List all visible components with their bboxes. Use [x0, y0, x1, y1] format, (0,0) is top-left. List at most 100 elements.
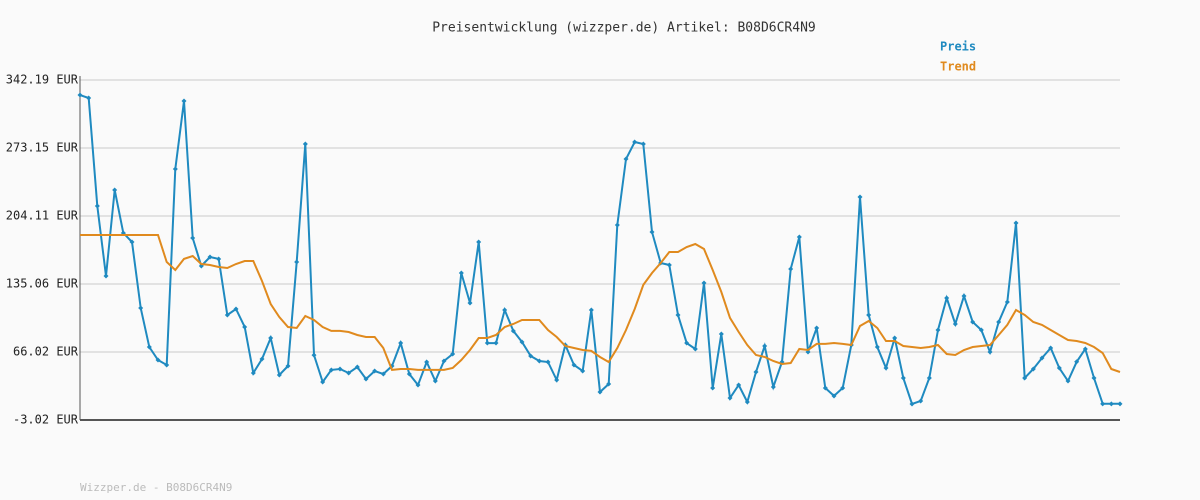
point-marker: [1082, 346, 1088, 352]
point-marker: [415, 382, 421, 388]
point-marker: [1004, 299, 1010, 305]
point-marker: [614, 222, 620, 228]
point-marker: [502, 307, 508, 313]
point-marker: [892, 335, 898, 341]
point-marker: [935, 327, 941, 333]
point-marker: [311, 352, 317, 358]
point-marker: [753, 369, 759, 375]
point-marker: [978, 327, 984, 333]
point-marker: [519, 339, 525, 345]
point-marker: [762, 343, 768, 349]
point-marker: [493, 340, 499, 346]
legend-label: Trend: [940, 60, 976, 74]
point-marker: [632, 139, 638, 145]
point-marker: [597, 389, 603, 395]
point-marker: [337, 366, 343, 372]
point-marker: [103, 273, 109, 279]
chart-title: Preisentwicklung (wizzper.de) Artikel: B…: [432, 21, 816, 36]
point-marker: [138, 305, 144, 311]
point-marker: [666, 262, 672, 268]
point-marker: [701, 280, 707, 286]
point-marker: [458, 270, 464, 276]
point-marker: [155, 357, 161, 363]
point-marker: [918, 398, 924, 404]
y-tick-label: -3.02 EUR: [13, 413, 79, 427]
point-marker: [328, 367, 334, 373]
point-marker: [1091, 375, 1097, 381]
point-marker: [398, 340, 404, 346]
point-marker: [736, 382, 742, 388]
point-marker: [788, 266, 794, 272]
point-marker: [1108, 401, 1114, 407]
point-marker: [961, 293, 967, 299]
point-marker: [874, 344, 880, 350]
point-marker: [528, 353, 534, 359]
point-marker: [606, 381, 612, 387]
point-marker: [744, 399, 750, 405]
point-marker: [216, 256, 222, 262]
point-marker: [441, 358, 447, 364]
point-marker: [675, 312, 681, 318]
point-marker: [996, 319, 1002, 325]
point-marker: [285, 363, 291, 369]
point-marker: [796, 234, 802, 240]
point-marker: [1074, 359, 1080, 365]
point-marker: [926, 375, 932, 381]
footer: Wizzper.de - B08D6CR4N9: [80, 481, 232, 494]
y-tick-label: 204.11 EUR: [6, 208, 79, 222]
point-marker: [987, 349, 993, 355]
point-marker: [571, 362, 577, 368]
point-marker: [822, 385, 828, 391]
point-marker: [302, 141, 308, 147]
point-marker: [1030, 366, 1036, 372]
point-marker: [1022, 375, 1028, 381]
point-marker: [727, 395, 733, 401]
point-marker: [268, 335, 274, 341]
point-marker: [649, 229, 655, 235]
point-marker: [510, 328, 516, 334]
point-marker: [866, 312, 872, 318]
point-marker: [242, 324, 248, 330]
point-marker: [86, 95, 92, 101]
point-marker: [692, 346, 698, 352]
point-marker: [909, 401, 915, 407]
point-marker: [1013, 220, 1019, 226]
point-marker: [406, 371, 412, 377]
point-marker: [233, 306, 239, 312]
point-marker: [710, 385, 716, 391]
point-marker: [718, 331, 724, 337]
point-marker: [467, 300, 473, 306]
point-marker: [224, 312, 230, 318]
point-marker: [424, 359, 430, 365]
point-marker: [580, 368, 586, 374]
point-marker: [770, 384, 776, 390]
point-marker: [484, 340, 490, 346]
y-tick-label: 342.19 EUR: [6, 73, 79, 87]
point-marker: [320, 379, 326, 385]
point-marker: [190, 235, 196, 241]
point-marker: [684, 340, 690, 346]
point-marker: [363, 376, 369, 382]
y-tick-label: 273.15 EUR: [6, 140, 79, 154]
point-marker: [129, 239, 135, 245]
point-marker: [952, 321, 958, 327]
point-marker: [476, 239, 482, 245]
point-marker: [207, 254, 213, 260]
point-marker: [831, 393, 837, 399]
point-marker: [840, 385, 846, 391]
point-marker: [554, 377, 560, 383]
point-marker: [94, 203, 100, 209]
point-marker: [146, 344, 152, 350]
point-marker: [432, 378, 438, 384]
y-tick-label: 135.06 EUR: [6, 277, 79, 291]
point-marker: [900, 375, 906, 381]
point-marker: [172, 166, 178, 172]
point-marker: [1117, 401, 1123, 407]
point-marker: [536, 358, 542, 364]
point-marker: [372, 368, 378, 374]
point-marker: [814, 325, 820, 331]
point-marker: [112, 187, 118, 193]
point-marker: [1065, 378, 1071, 384]
